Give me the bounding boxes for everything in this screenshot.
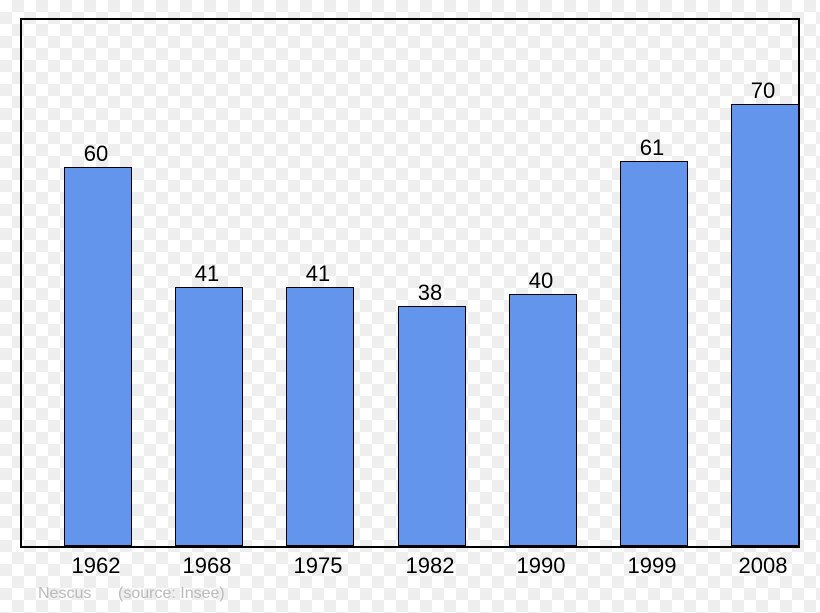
bar-value-label: 40	[529, 268, 553, 294]
x-axis-label: 1999	[628, 553, 677, 579]
x-axis-label: 1990	[517, 553, 566, 579]
x-axis-label: 1982	[406, 553, 455, 579]
caption-source: (source: Insee)	[118, 585, 225, 603]
x-axis-label: 1962	[72, 553, 121, 579]
bar	[64, 167, 132, 546]
x-axis-label: 1968	[183, 553, 232, 579]
bar	[398, 306, 466, 546]
bar	[620, 161, 688, 546]
bar-value-label: 70	[751, 78, 775, 104]
bar-value-label: 61	[640, 135, 664, 161]
chart-container: Nescus (source: Insee) 60 1962 41 1968 41 197…	[0, 0, 820, 613]
bar	[175, 287, 243, 546]
bar	[731, 104, 799, 546]
x-axis-label: 1975	[294, 553, 343, 579]
caption-place: Nescus	[38, 585, 91, 603]
bar-value-label: 38	[418, 280, 442, 306]
bar-value-label: 41	[306, 261, 330, 287]
bar-value-label: 41	[195, 261, 219, 287]
x-axis-label: 2008	[739, 553, 788, 579]
plot-area	[20, 18, 800, 548]
bar	[286, 287, 354, 546]
bar	[509, 294, 577, 546]
bar-value-label: 60	[84, 141, 108, 167]
